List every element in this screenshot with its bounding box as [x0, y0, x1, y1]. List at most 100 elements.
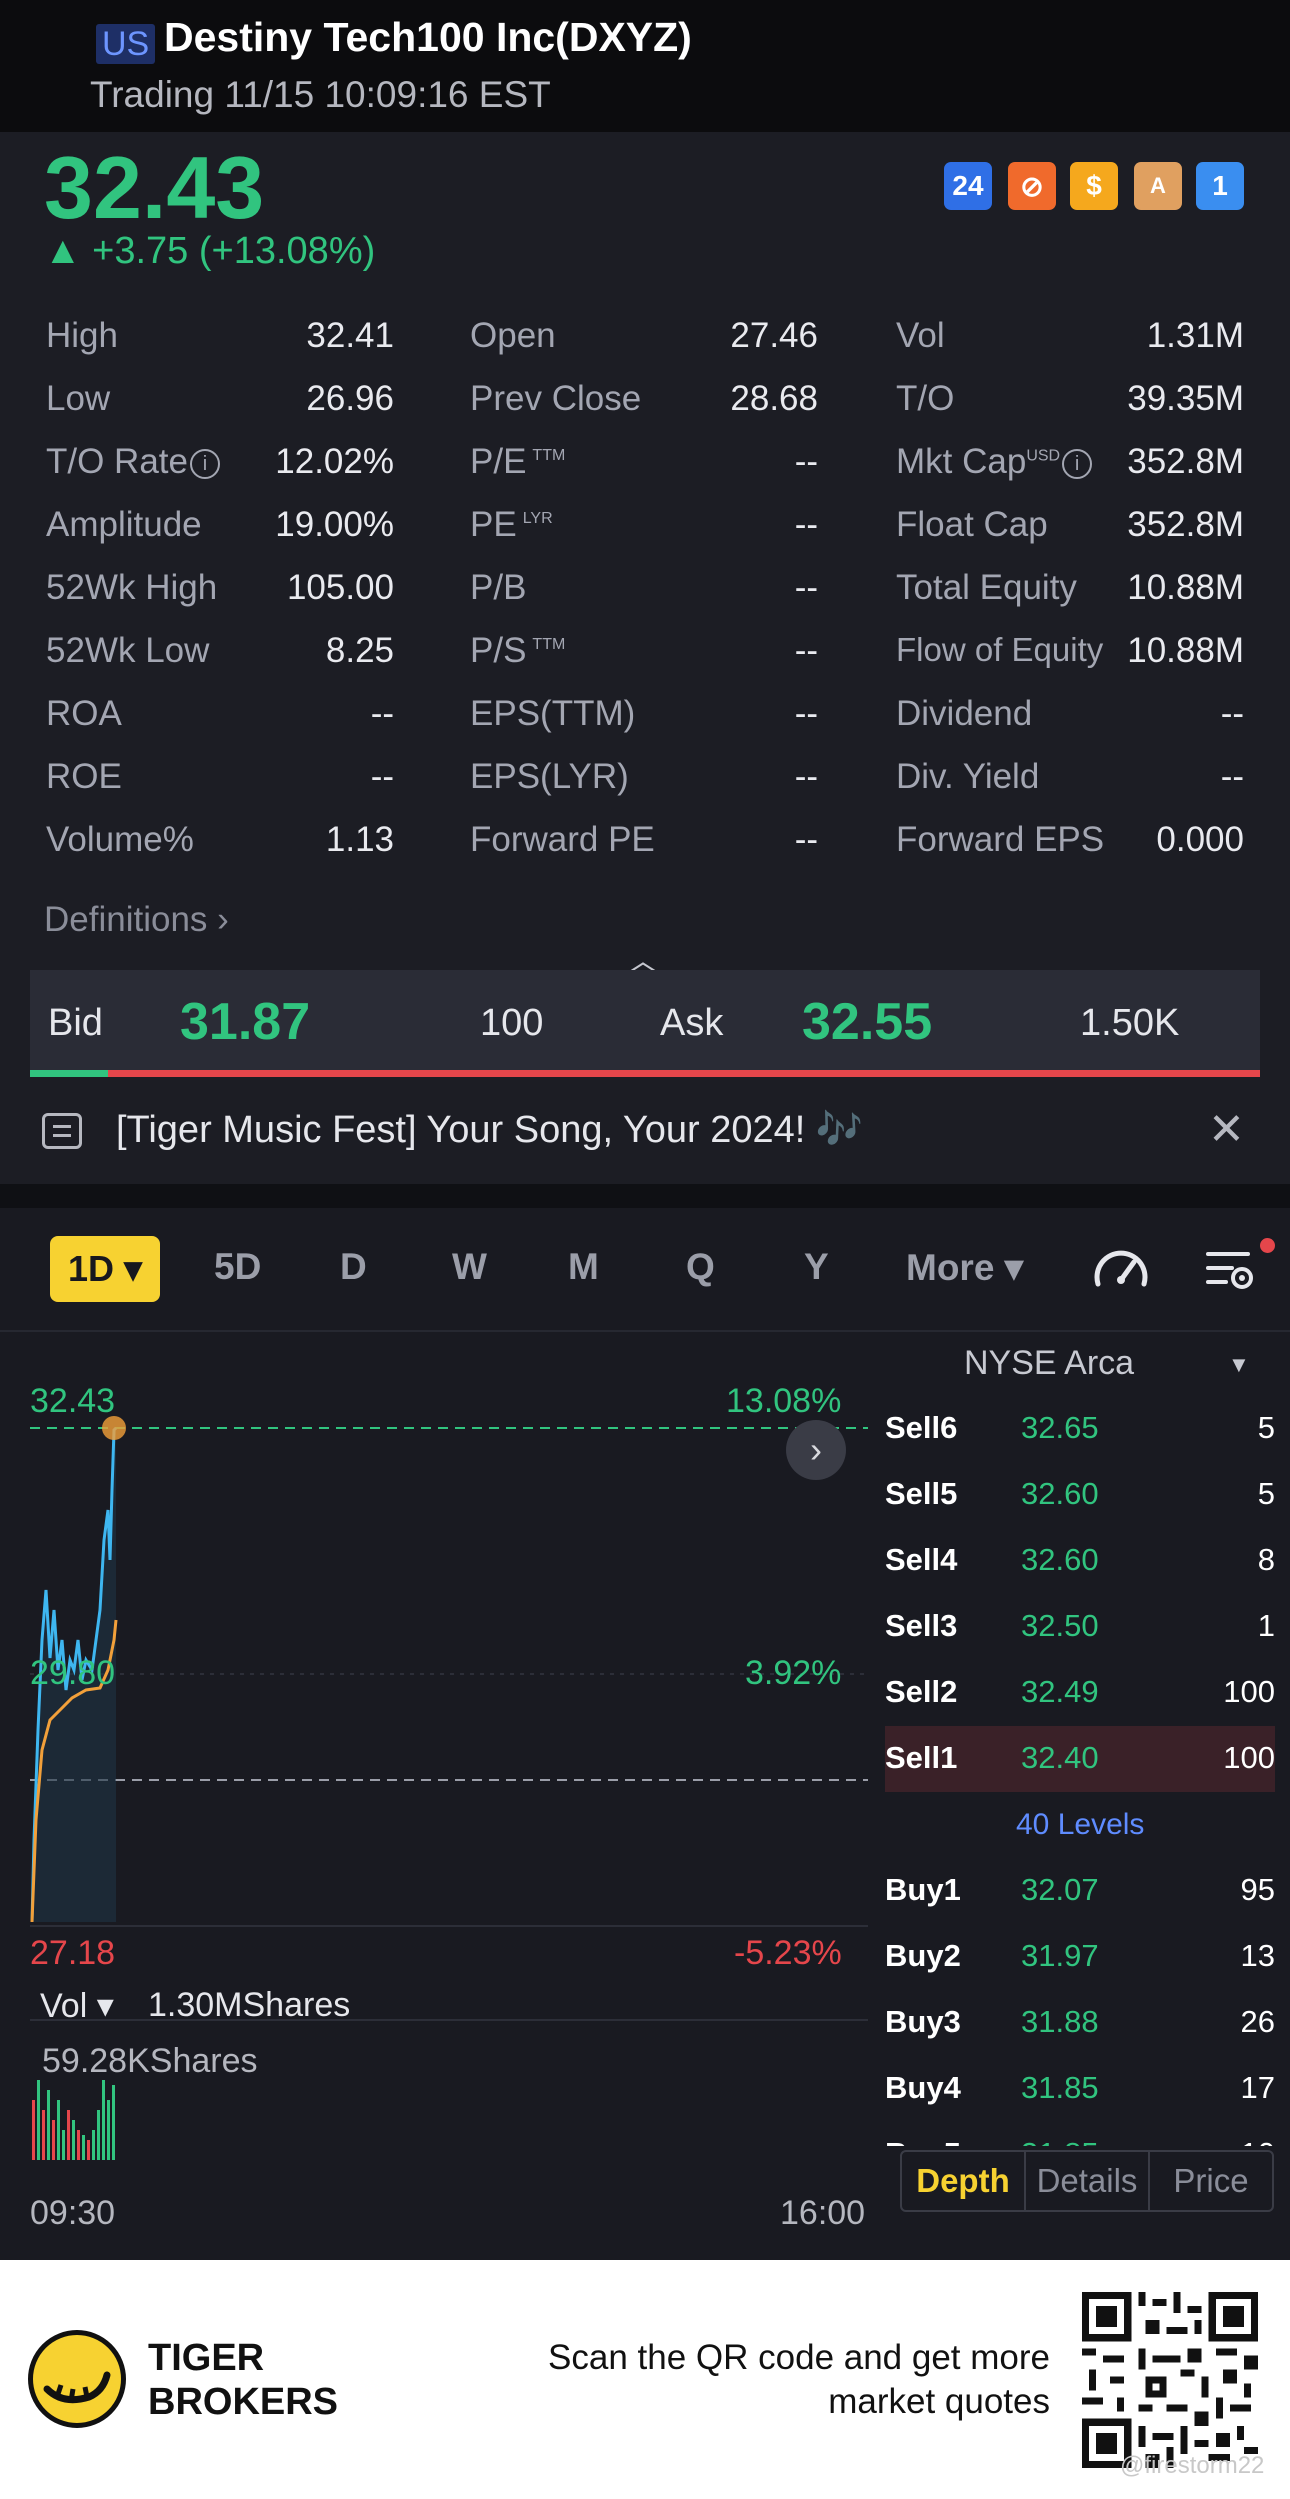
stat-value-eps-lyr: --: [794, 757, 818, 796]
stat-value-52wk-low: 8.25: [325, 631, 394, 670]
tab-q[interactable]: Q: [686, 1246, 715, 1287]
stat-label-forward-eps: Forward EPS: [896, 820, 1105, 859]
pct-low-label: -5.23%: [734, 1934, 842, 1972]
level-size: 10: [1241, 2136, 1275, 2146]
watermark: @firestorm22: [1120, 2452, 1265, 2479]
volume-bar: [52, 2120, 55, 2160]
stack-icon[interactable]: A: [1134, 162, 1182, 210]
level-size: 5: [1257, 1410, 1275, 1445]
tiger-logo-icon: [28, 2330, 126, 2428]
volume-bar: [37, 2080, 40, 2160]
level-label: Buy3: [885, 2004, 961, 2039]
bid-ask-bar: Bid 31.87 100 Ask 32.55 1.50K: [30, 970, 1260, 1074]
stat-label-text: Mkt Cap: [896, 442, 1027, 481]
volume-bar: [97, 2110, 100, 2160]
qr-caption: Scan the QR code and get more market quo…: [548, 2338, 1050, 2421]
volume-bar: [82, 2135, 85, 2160]
volume-bar: [102, 2080, 105, 2160]
notification-dot: [1260, 1238, 1275, 1253]
order-book-sell-row: Sell3 32.50 1: [885, 1594, 1275, 1660]
ask-size: 1.50K: [1080, 1002, 1180, 1044]
stat-label-ps-ttm: P/S TTM: [470, 631, 565, 671]
stat-value-low: 26.96: [306, 379, 394, 418]
level-size: 100: [1223, 1674, 1275, 1709]
volume-bar: [77, 2130, 80, 2160]
levels-link[interactable]: 40 Levels: [1016, 1808, 1145, 1841]
no-short-icon[interactable]: ⊘: [1008, 162, 1056, 210]
level-price: 32.65: [1021, 1410, 1099, 1445]
stat-value-div-yield: --: [1220, 757, 1244, 796]
info-icon[interactable]: i: [1062, 448, 1093, 479]
volume-selector[interactable]: Vol ▾: [40, 1987, 114, 2025]
tab-w[interactable]: W: [452, 1246, 487, 1287]
close-icon[interactable]: ✕: [1208, 1105, 1245, 1154]
level-size: 26: [1240, 2004, 1275, 2039]
level-price: 31.97: [1021, 1938, 1099, 1973]
lightning-icon[interactable]: 1: [1196, 162, 1244, 210]
level-label: Sell6: [885, 1410, 958, 1445]
tab-5d[interactable]: 5D: [214, 1246, 262, 1287]
stat-label-to-rate: T/O Rate i: [46, 442, 220, 482]
level-price: 32.07: [1021, 1872, 1099, 1907]
level-size: 8: [1257, 1542, 1275, 1577]
info-icon[interactable]: i: [189, 448, 220, 479]
level-price: 31.88: [1021, 2004, 1099, 2039]
tab-details[interactable]: Details: [1026, 2152, 1150, 2210]
level-label: Buy2: [885, 1938, 961, 1973]
stat-value-high: 32.41: [306, 316, 394, 355]
stat-label-mkt-cap: Mkt CapUSD i: [896, 442, 1093, 482]
tab-d[interactable]: D: [340, 1246, 367, 1287]
stat-value-open: 27.46: [730, 316, 818, 355]
ask-volume-ratio: [108, 1070, 1260, 1077]
chart-settings-icon[interactable]: [1204, 1244, 1256, 1296]
stat-label-sup: LYR: [522, 510, 553, 528]
app-header: US Destiny Tech100 Inc(DXYZ) Trading 11/…: [0, 0, 1290, 132]
stat-value-prev-close: 28.68: [730, 379, 818, 418]
news-banner-text[interactable]: [Tiger Music Fest] Your Song, Your 2024!…: [116, 1109, 864, 1151]
level-price: 32.49: [1021, 1674, 1099, 1709]
tab-1d[interactable]: 1D ▾: [50, 1236, 160, 1302]
caret-down-icon[interactable]: ▼: [1228, 1352, 1250, 1377]
order-book-buy-row: Buy4 31.85 17: [885, 2056, 1275, 2122]
level-price: 32.50: [1021, 1608, 1099, 1643]
level-size: 95: [1240, 1872, 1275, 1907]
time-end-label: 16:00: [780, 2194, 866, 2232]
stat-label-text: PE: [470, 505, 517, 544]
level-label: Buy4: [885, 2070, 961, 2105]
level-label: Buy5: [885, 2136, 961, 2146]
tab-price[interactable]: Price: [1173, 2162, 1249, 2199]
order-book-buy-row: Buy2 31.97 13: [885, 1924, 1275, 1990]
chevron-right-icon[interactable]: ›: [786, 1420, 846, 1480]
exchange-selector[interactable]: NYSE Arca: [964, 1344, 1135, 1382]
stat-label-text: T/O Rate: [46, 442, 188, 481]
stat-value-to-rate: 12.02%: [275, 442, 394, 481]
tab-more[interactable]: More ▾: [906, 1247, 1024, 1288]
volume-bar: [107, 2100, 110, 2160]
level-label: Sell4: [885, 1542, 958, 1577]
stat-label-sup: TTM: [532, 447, 566, 465]
tab-depth[interactable]: Depth: [902, 2152, 1026, 2210]
brand-name: TIGER BROKERS: [148, 2337, 339, 2423]
intraday-chart[interactable]: [0, 1340, 870, 2220]
level-size: 5: [1257, 1476, 1275, 1511]
volume-bar: [92, 2130, 95, 2160]
definitions-link[interactable]: Definitions ›: [44, 900, 229, 939]
volume-bar: [112, 2085, 115, 2160]
price-area: [32, 1428, 116, 1922]
dollar-icon[interactable]: $: [1070, 162, 1118, 210]
stat-label-sup: USD: [1026, 447, 1061, 465]
pct-mid-label: 3.92%: [745, 1654, 842, 1692]
speedometer-icon[interactable]: [1092, 1244, 1150, 1290]
stat-label-forward-pe: Forward PE: [470, 820, 655, 859]
order-book-sell-row: Sell4 32.60 8: [885, 1528, 1275, 1594]
order-book-sell-row: Sell5 32.60 5: [885, 1462, 1275, 1528]
bid-size: 100: [480, 1002, 544, 1044]
level-label: Sell1: [885, 1740, 958, 1775]
24-hour-trading-badge[interactable]: 24: [944, 162, 992, 210]
stat-label-volume-pct: Volume%: [46, 820, 194, 859]
stat-value-amplitude: 19.00%: [275, 505, 394, 544]
volume-bar: [67, 2110, 70, 2160]
tab-m[interactable]: M: [568, 1246, 599, 1287]
tab-y[interactable]: Y: [804, 1246, 829, 1287]
volume-bar: [72, 2120, 75, 2160]
